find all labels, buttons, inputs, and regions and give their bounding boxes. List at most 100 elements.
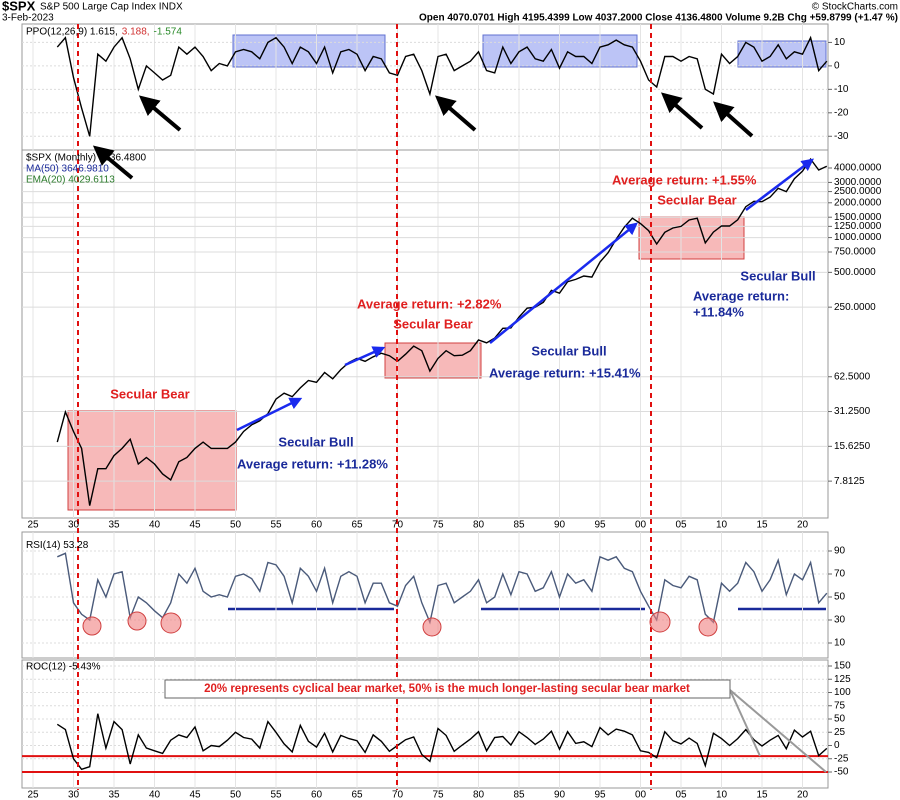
oversold-circle	[160, 612, 182, 634]
legend-entry: -1.574	[154, 27, 183, 38]
annotation: Average return: +2.82%	[357, 296, 502, 311]
y-tick-label: 75	[834, 700, 846, 711]
x-tick-label: 75	[432, 520, 444, 531]
underlay	[22, 24, 828, 788]
x-tick-label: 20	[797, 790, 809, 800]
arrow	[713, 101, 754, 138]
ppo-panel	[21, 23, 829, 151]
annotation: Secular Bull	[278, 434, 353, 449]
bear-box	[67, 410, 237, 511]
x-tick-label: 70	[392, 790, 404, 800]
x-tick-label: 05	[675, 520, 687, 531]
y-tick-label: 500.0000	[834, 267, 876, 278]
y-tick-label: -20	[834, 107, 849, 118]
oversold-circle	[82, 616, 102, 636]
annotation: Secular Bull	[531, 343, 606, 358]
pointer	[729, 689, 827, 773]
y-tick-label: 1000.0000	[834, 232, 882, 243]
y-tick-label: 2500.0000	[834, 186, 882, 197]
y-tick-label: 90	[834, 546, 846, 557]
y-tick-label: 100	[834, 687, 851, 698]
annotation: Average return:	[693, 288, 789, 303]
note-box	[164, 679, 731, 699]
annotation: Secular Bear	[657, 192, 737, 207]
x-tick-label: 90	[554, 520, 566, 531]
index-name: S&P 500 Large Cap Index INDX	[40, 2, 183, 13]
x-tick-label: 10	[716, 520, 728, 531]
x-tick-label: 85	[513, 790, 525, 800]
x-tick-label: 25	[27, 520, 39, 531]
zone	[232, 34, 386, 68]
x-tick-label: 40	[149, 520, 161, 531]
y-tick-label: -25	[834, 753, 849, 764]
x-tick-label: 00	[635, 520, 647, 531]
x-tick-label: 40	[149, 790, 161, 800]
series-line	[56, 713, 828, 771]
x-tick-label: 45	[189, 520, 201, 531]
legend-entry: MA(50) 3646.9810	[26, 164, 109, 175]
oversold-circle	[649, 611, 671, 633]
series-line	[56, 35, 828, 137]
legend-entry: 3.188,	[122, 27, 150, 38]
y-tick-label: -10	[834, 84, 849, 95]
annotation: Secular Bull	[740, 268, 815, 283]
oversold-circle	[422, 617, 442, 637]
x-tick-label: 00	[635, 790, 647, 800]
pointer	[729, 689, 761, 757]
legend-entry: ROC(12) -5.43%	[26, 661, 101, 672]
x-tick-label: 45	[189, 790, 201, 800]
x-tick-label: 35	[108, 790, 120, 800]
arrow	[434, 95, 477, 132]
y-tick-label: 250.0000	[834, 302, 876, 313]
arrow	[92, 145, 134, 180]
y-tick-label: 62.5000	[834, 371, 871, 382]
trend-arrow	[236, 397, 303, 432]
x-tick-label: 30	[68, 790, 80, 800]
legend-entry: $SPX (Monthly) 4136.4800	[26, 153, 147, 164]
overlay: 20% represents cyclical bear market, 50%…	[77, 24, 827, 790]
plots	[22, 35, 832, 773]
oversold-circle	[698, 617, 718, 637]
x-tick-label: 30	[68, 520, 80, 531]
y-tick-label: 7.8125	[834, 476, 865, 487]
x-tick-label: 35	[108, 520, 120, 531]
roc-note: 20% represents cyclical bear market, 50%…	[204, 683, 690, 695]
rsi-panel	[21, 531, 829, 659]
x-tick-label: 25	[27, 790, 39, 800]
x-tick-label: 15	[756, 520, 768, 531]
annotation: +11.84%	[693, 304, 744, 319]
y-tick-label: 150	[834, 661, 851, 672]
annotation: Secular Bear	[393, 316, 473, 331]
bear-box	[384, 342, 482, 379]
y-tick-label: 15.6250	[834, 441, 871, 452]
y-tick-label: 10	[834, 37, 846, 48]
legend-entry: RSI(14) 53.28	[26, 540, 89, 551]
y-tick-label: 2000.0000	[834, 197, 882, 208]
annotation: Average return: +15.41%	[489, 365, 641, 380]
annotation: Average return: +1.55%	[612, 172, 757, 187]
y-tick-label: -50	[834, 767, 849, 778]
y-tick-label: 0	[834, 740, 840, 751]
y-tick-label: 70	[834, 569, 846, 580]
x-tick-label: 15	[756, 790, 768, 800]
y-tick-label: 125	[834, 674, 851, 685]
trend-arrow	[745, 158, 814, 211]
series-line	[56, 157, 828, 506]
y-tick-label: 50	[834, 714, 846, 725]
y-tick-label: 25	[834, 727, 846, 738]
annotation: Average return: +11.28%	[237, 456, 388, 471]
x-tick-label: 75	[432, 790, 444, 800]
x-tick-label: 85	[513, 520, 525, 531]
x-tick-label: 05	[675, 790, 687, 800]
arrow	[138, 95, 182, 132]
x-tick-label: 20	[797, 520, 809, 531]
x-tick-label: 10	[716, 790, 728, 800]
annotation: Secular Bear	[110, 386, 190, 401]
x-tick-label: 50	[230, 520, 242, 531]
oversold-circle	[127, 611, 147, 631]
y-tick-label: 1250.0000	[834, 221, 882, 232]
x-tick-label: 50	[230, 790, 242, 800]
legend-entry: EMA(20) 4029.6113	[26, 175, 115, 186]
